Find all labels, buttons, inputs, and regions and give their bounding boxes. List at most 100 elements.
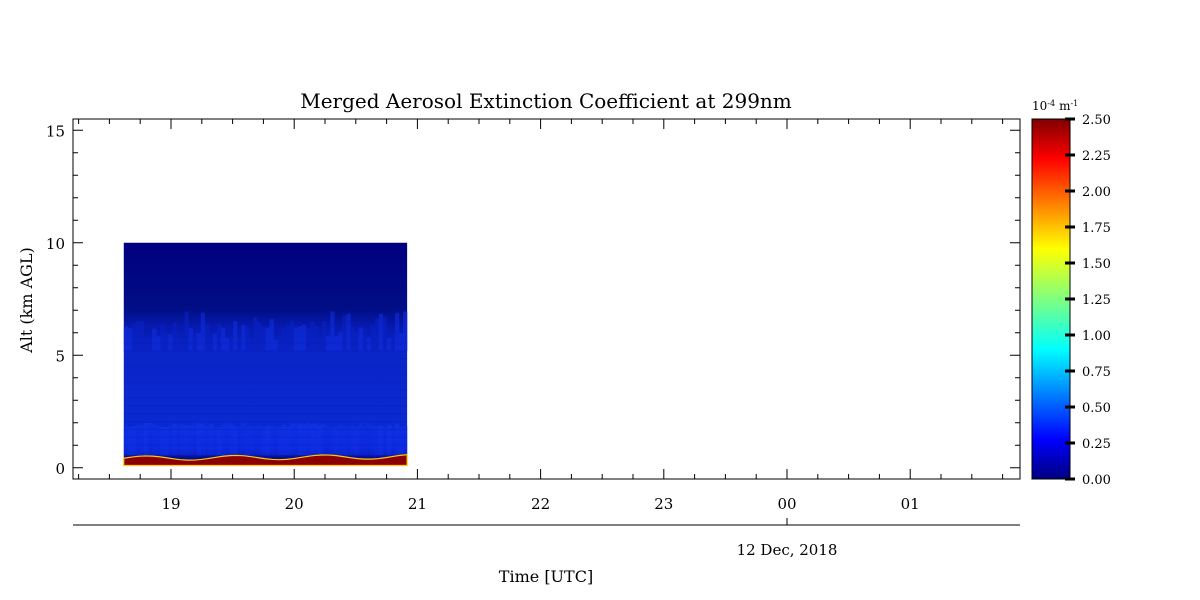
heatmap-column	[305, 327, 311, 351]
heatmap-column	[362, 328, 367, 351]
heatmap-column	[123, 326, 129, 351]
heatmap-column	[269, 319, 274, 351]
heatmap-column-low	[318, 425, 323, 456]
heatmap-area	[123, 242, 408, 467]
colorbar-tick-label: 0.00	[1082, 473, 1111, 488]
heatmap-column-low	[144, 423, 149, 456]
heatmap-column	[241, 324, 246, 351]
heatmap-column	[127, 327, 133, 351]
colorbar-tick-label: 2.50	[1082, 113, 1111, 128]
y-axis-ticks: 0 5 10 15	[46, 122, 1020, 478]
heatmap-column	[172, 322, 177, 351]
x-tick-label: 23	[654, 495, 673, 513]
heatmap-column	[139, 320, 145, 351]
heatmap-column	[237, 336, 242, 351]
heatmap-column-low	[200, 423, 206, 456]
colorbar-tick-label: 1.25	[1082, 293, 1111, 308]
x-tick-label: 00	[777, 495, 796, 513]
heatmap-column-low	[390, 425, 396, 456]
chart-title: Merged Aerosol Extinction Coefficient at…	[300, 89, 792, 113]
heatmap-column	[196, 333, 201, 351]
y-tick-label: 0	[55, 460, 65, 478]
heatmap-column-low	[123, 426, 129, 456]
heatmap-column-low	[293, 423, 299, 456]
heatmap-column	[152, 328, 157, 351]
heatmap-column	[220, 327, 226, 351]
date-label: 12 Dec, 2018	[737, 541, 838, 559]
heatmap-column-low	[135, 425, 141, 456]
heatmap-column-low	[322, 424, 327, 456]
heatmap-column-low	[245, 425, 250, 456]
heatmap-column-low	[374, 426, 380, 456]
heatmap-column	[326, 335, 331, 351]
heatmap-column-low	[334, 426, 339, 456]
heatmap-column-low	[257, 425, 262, 456]
x-tick-label: 01	[901, 495, 920, 513]
heatmap-column-low	[152, 424, 157, 456]
heatmap-column	[188, 327, 193, 351]
x-tick-label: 21	[408, 495, 427, 513]
heatmap-column-low	[305, 422, 311, 456]
colorbar-tick-label: 1.50	[1082, 257, 1111, 272]
heatmap-column-low	[156, 425, 161, 456]
heatmap-column	[366, 337, 372, 351]
colorbar-tick-label: 2.25	[1082, 149, 1111, 164]
heatmap-column-low	[378, 425, 384, 456]
heatmap-column	[318, 340, 323, 351]
heatmap-column	[322, 320, 327, 351]
colorbar-tick-label: 1.75	[1082, 221, 1111, 236]
heatmap-column-low	[301, 424, 307, 456]
heatmap-column	[399, 333, 404, 351]
x-tick-label: 20	[285, 495, 304, 513]
colorbar-tick-label: 1.00	[1082, 329, 1111, 344]
x-tick-label: 22	[531, 495, 550, 513]
heatmap-column	[394, 312, 400, 351]
colorbar-ticks: 0.00 0.25 0.50 0.75 1.00 1.25 1.50 1.75 2.00 2.25…	[1065, 113, 1111, 488]
heatmap-column-low	[358, 423, 363, 456]
heatmap-column-low	[399, 426, 404, 456]
heatmap-texture	[123, 311, 408, 456]
heatmap-column-low	[196, 423, 201, 456]
heatmap-column-low	[148, 422, 153, 456]
heatmap-surface-edge	[123, 454, 408, 467]
colorbar-tick-label: 2.00	[1082, 185, 1111, 200]
heatmap-column-low	[220, 424, 226, 456]
heatmap-column	[131, 323, 137, 351]
heatmap-column	[338, 332, 343, 351]
heatmap-column-low	[314, 423, 319, 456]
y-axis-label: Alt (km AGL)	[17, 247, 36, 354]
heatmap-column-low	[273, 426, 278, 456]
heatmap-column	[212, 333, 218, 351]
heatmap-column-low	[172, 423, 177, 456]
heatmap-column	[378, 313, 384, 351]
heatmap-column-low	[366, 423, 372, 456]
heatmap-column-low	[342, 425, 347, 456]
heatmap-column	[386, 337, 392, 351]
heatmap-column-low	[233, 426, 238, 456]
heatmap-column	[164, 330, 169, 351]
heatmap-column	[289, 320, 295, 351]
heatmap-column	[265, 327, 270, 351]
heatmap-column	[168, 334, 173, 351]
heatmap-column	[176, 337, 181, 351]
x-axis-ticks: 19 20 21 22 23 00 01	[78, 119, 1004, 513]
heatmap-column-low	[265, 425, 270, 456]
heatmap-column	[309, 321, 315, 351]
heatmap-column-low	[261, 427, 266, 456]
heatmap-column-low	[127, 426, 133, 456]
heatmap-column-low	[180, 424, 185, 456]
y-tick-label: 5	[55, 347, 65, 365]
colorbar-tick-label: 0.50	[1082, 401, 1111, 416]
heatmap-column	[184, 311, 189, 351]
heatmap-column	[135, 321, 141, 351]
heatmap-column-low	[216, 426, 222, 456]
heatmap-column	[350, 326, 355, 351]
heatmap-column-low	[184, 425, 189, 456]
heatmap-column	[297, 326, 303, 351]
heatmap-column	[358, 327, 363, 351]
heatmap-column	[330, 311, 335, 351]
colorbar: 10-4 m-1 0.00 0.25 0.50 0.75 1.00 1.25 1.50 1.75…	[1031, 99, 1111, 488]
heatmap-column-low	[330, 427, 335, 456]
heatmap-column	[245, 326, 250, 351]
